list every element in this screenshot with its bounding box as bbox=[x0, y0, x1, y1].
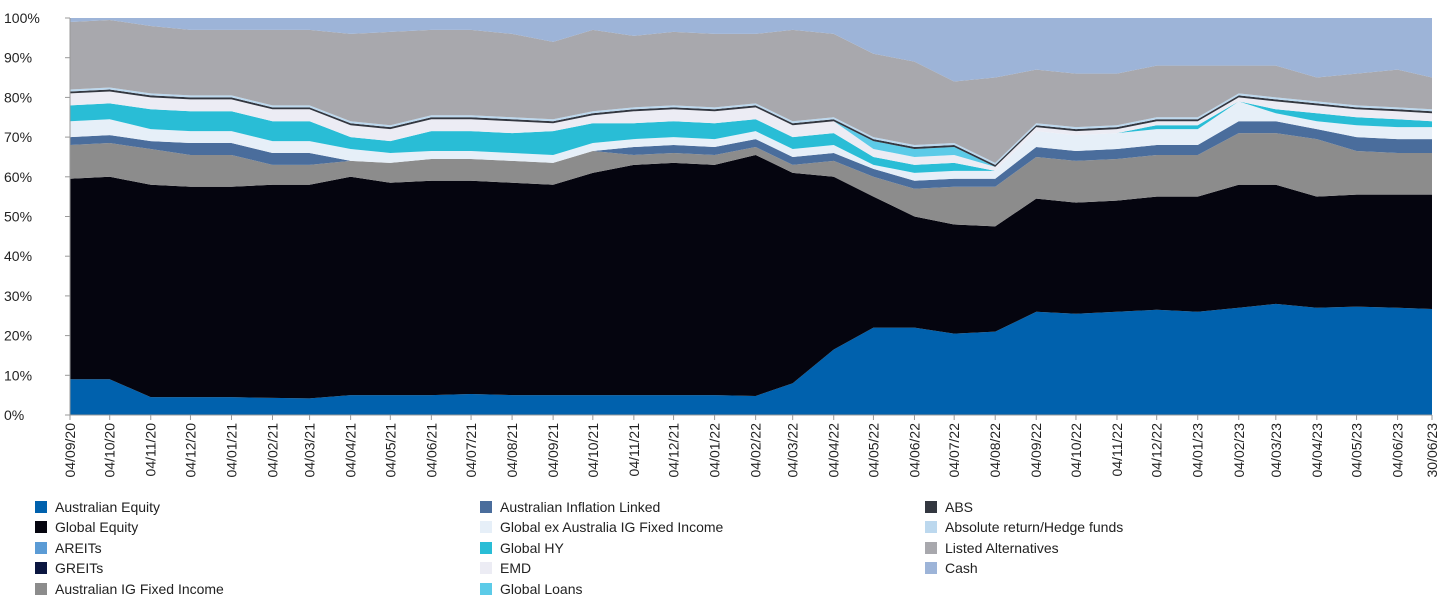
legend-swatch bbox=[480, 521, 492, 533]
x-tick-label: 04/02/23 bbox=[1231, 423, 1247, 478]
x-tick-label: 04/11/20 bbox=[143, 423, 159, 477]
area bbox=[70, 101, 1432, 173]
x-tick-label: 04/04/22 bbox=[826, 423, 842, 478]
legend-label: Australian Equity bbox=[55, 499, 160, 515]
legend-swatch bbox=[480, 562, 492, 574]
y-tick-label: 50% bbox=[4, 209, 32, 225]
legend-swatch bbox=[925, 542, 937, 554]
y-tick-label: 90% bbox=[4, 50, 32, 66]
y-tick-label: 30% bbox=[4, 288, 32, 304]
x-tick-label: 30/06/23 bbox=[1424, 423, 1440, 478]
y-tick-label: 60% bbox=[4, 169, 32, 185]
legend-label: Absolute return/Hedge funds bbox=[945, 519, 1123, 535]
area bbox=[70, 133, 1432, 227]
x-tick-label: 04/12/22 bbox=[1149, 423, 1165, 478]
x-tick-label: 04/03/21 bbox=[302, 423, 318, 478]
x-tick-label: 04/07/21 bbox=[463, 423, 479, 478]
x-tick-label: 04/08/21 bbox=[504, 423, 520, 478]
x-tick-label: 04/10/20 bbox=[102, 423, 118, 478]
x-tick-label: 04/12/21 bbox=[666, 423, 682, 478]
x-tick-label: 04/04/21 bbox=[343, 423, 359, 478]
y-tick-label: 40% bbox=[4, 248, 32, 264]
y-tick-label: 0% bbox=[4, 407, 24, 423]
legend-swatch bbox=[925, 501, 937, 513]
legend-swatch bbox=[925, 562, 937, 574]
x-tick-label: 04/06/23 bbox=[1390, 423, 1406, 478]
legend-swatch bbox=[480, 501, 492, 513]
x-tick-label: 04/03/23 bbox=[1268, 423, 1284, 478]
legend-label: EMD bbox=[500, 560, 531, 576]
y-tick-label: 20% bbox=[4, 328, 32, 344]
x-tick-label: 04/07/22 bbox=[946, 423, 962, 478]
x-tick-label: 04/09/20 bbox=[62, 423, 78, 478]
legend-label: Global Equity bbox=[55, 519, 138, 535]
x-tick-label: 04/01/22 bbox=[707, 423, 723, 478]
legend-label: Cash bbox=[945, 560, 978, 576]
x-tick-label: 04/08/22 bbox=[987, 423, 1003, 478]
x-tick-label: 04/03/22 bbox=[785, 423, 801, 478]
x-tick-label: 04/09/21 bbox=[545, 423, 561, 478]
y-tick-label: 80% bbox=[4, 89, 32, 105]
legend-swatch bbox=[35, 542, 47, 554]
legend-swatch bbox=[35, 562, 47, 574]
legend-label: Global HY bbox=[500, 540, 564, 556]
area bbox=[70, 19, 1432, 163]
x-tick-label: 04/10/22 bbox=[1068, 423, 1084, 478]
area bbox=[70, 154, 1432, 399]
area bbox=[70, 303, 1432, 415]
legend-label: Global ex Australia IG Fixed Income bbox=[500, 519, 724, 535]
x-tick-label: 04/06/22 bbox=[906, 423, 922, 478]
x-tick-label: 04/02/21 bbox=[265, 423, 281, 478]
legend-label: Australian IG Fixed Income bbox=[55, 581, 224, 597]
legend-label: Australian Inflation Linked bbox=[500, 499, 660, 515]
legend-label: AREITs bbox=[55, 540, 102, 556]
x-tick-label: 04/05/22 bbox=[865, 423, 881, 478]
legend-swatch bbox=[925, 521, 937, 533]
x-tick-label: 04/11/22 bbox=[1109, 423, 1125, 477]
x-tick-label: 04/09/22 bbox=[1028, 423, 1044, 478]
y-tick-label: 100% bbox=[4, 10, 40, 26]
x-tick-label: 04/01/21 bbox=[223, 423, 239, 478]
area bbox=[70, 101, 1432, 181]
x-tick-label: 04/12/20 bbox=[182, 423, 198, 478]
area bbox=[70, 121, 1432, 189]
y-tick-label: 10% bbox=[4, 367, 32, 383]
x-tick-label: 04/05/23 bbox=[1349, 423, 1365, 478]
area bbox=[70, 18, 1432, 82]
legend-label: Listed Alternatives bbox=[945, 540, 1059, 556]
legend-label: GREITs bbox=[55, 560, 103, 576]
legend-label: Global Loans bbox=[500, 581, 583, 597]
x-tick-label: 04/11/21 bbox=[626, 423, 642, 477]
y-tick-label: 70% bbox=[4, 129, 32, 145]
x-tick-label: 04/02/22 bbox=[748, 423, 764, 478]
x-tick-label: 04/01/23 bbox=[1190, 423, 1206, 478]
x-tick-label: 04/06/21 bbox=[423, 423, 439, 478]
legend-swatch bbox=[480, 542, 492, 554]
area bbox=[70, 91, 1432, 171]
legend-swatch bbox=[35, 583, 47, 595]
x-tick-label: 04/05/21 bbox=[382, 423, 398, 478]
x-tick-label: 04/04/23 bbox=[1309, 423, 1325, 478]
x-tick-label: 04/10/21 bbox=[585, 423, 601, 478]
legend-swatch bbox=[35, 521, 47, 533]
legend-swatch bbox=[480, 583, 492, 595]
legend-swatch bbox=[35, 501, 47, 513]
legend-label: ABS bbox=[945, 499, 973, 515]
